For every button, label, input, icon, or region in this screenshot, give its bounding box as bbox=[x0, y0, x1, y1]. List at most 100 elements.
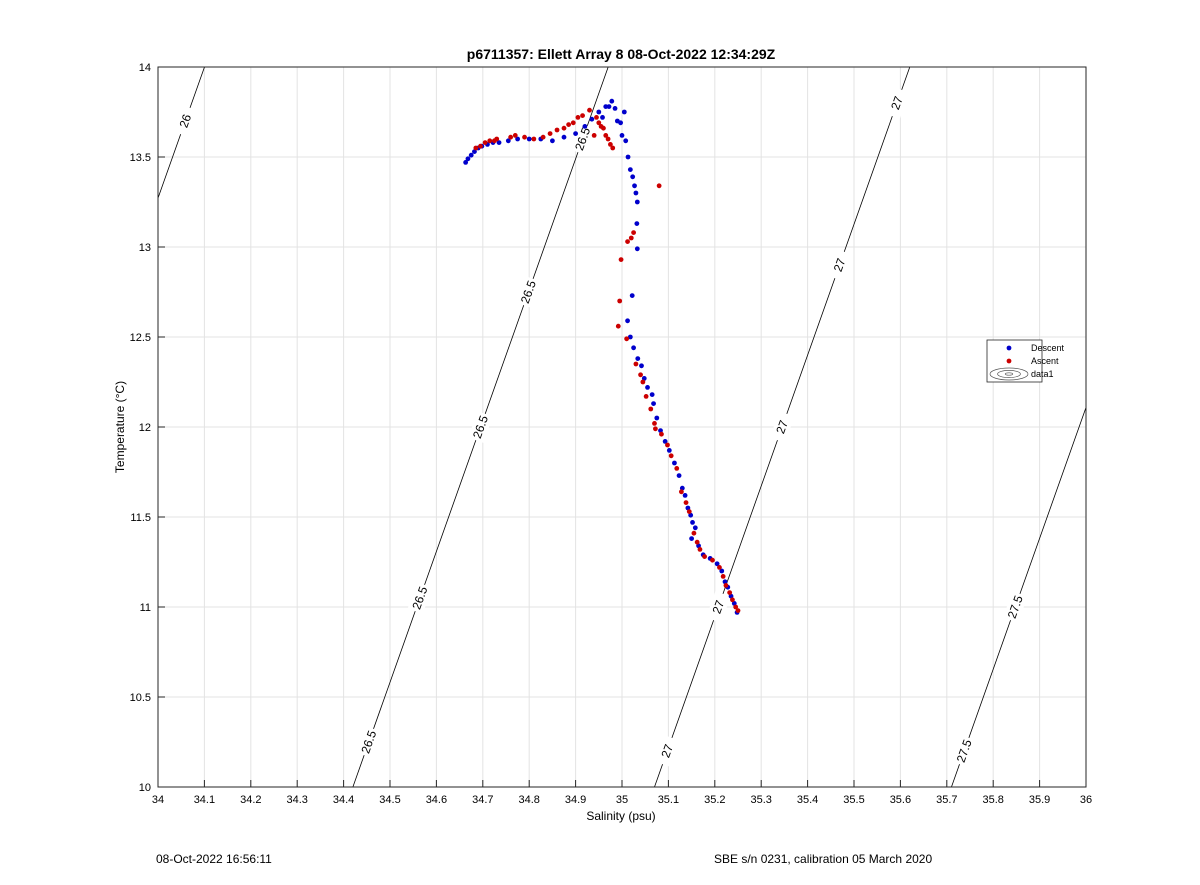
contour-label: 27 bbox=[709, 598, 727, 616]
ascent-point bbox=[478, 143, 483, 149]
ascent-point bbox=[631, 230, 636, 236]
ascent-point bbox=[628, 235, 634, 241]
ascent-point bbox=[694, 539, 700, 545]
ascent-point bbox=[508, 134, 514, 140]
legend-label-ascent: Ascent bbox=[1031, 356, 1059, 366]
ascent-point bbox=[566, 122, 572, 127]
ascent-point bbox=[624, 336, 630, 342]
descent-point bbox=[679, 485, 685, 491]
descent-point bbox=[676, 473, 682, 478]
ascent-point bbox=[640, 379, 646, 385]
ascent-point bbox=[610, 145, 616, 151]
ascent-point bbox=[625, 239, 630, 245]
contour-label-bg bbox=[468, 411, 493, 443]
descent-point bbox=[633, 190, 639, 196]
x-tick-label: 34 bbox=[152, 794, 164, 806]
ascent-point bbox=[531, 136, 537, 142]
y-tick-label: 14 bbox=[139, 62, 151, 74]
ascent-point bbox=[494, 136, 500, 142]
x-tick-label: 35.2 bbox=[704, 794, 725, 806]
descent-point bbox=[635, 356, 641, 361]
ascent-point bbox=[727, 590, 733, 595]
descent-point bbox=[630, 174, 636, 180]
y-tick-label: 11 bbox=[140, 602, 151, 614]
legend-marker-descent bbox=[1006, 345, 1012, 351]
legend-box bbox=[986, 339, 1043, 383]
descent-point bbox=[719, 568, 725, 574]
contour-label-bg bbox=[516, 276, 541, 308]
ascent-point bbox=[686, 509, 692, 514]
ascent-point bbox=[720, 574, 726, 579]
descent-point bbox=[639, 363, 644, 369]
descent-point bbox=[649, 392, 655, 397]
y-tick-label: 13 bbox=[139, 242, 151, 254]
ascent-point bbox=[594, 115, 599, 120]
contour-label: 27 bbox=[831, 256, 849, 274]
contour-label-bg bbox=[407, 582, 433, 614]
x-tick-label: 34.2 bbox=[240, 794, 261, 806]
descent-point bbox=[658, 428, 663, 433]
descent-point bbox=[609, 98, 615, 104]
descent-point bbox=[623, 138, 629, 144]
ascent-point bbox=[735, 608, 741, 613]
descent-point bbox=[618, 120, 624, 126]
descent-point bbox=[582, 124, 588, 129]
y-tick-label: 10.5 bbox=[130, 692, 151, 704]
y-tick-label: 10 bbox=[139, 782, 151, 794]
descent-point bbox=[627, 167, 633, 173]
legend-contour-icon bbox=[989, 367, 1029, 381]
y-axis-ticks: 10 10.5 11 11.5 12 12.5 13 13.5 14 bbox=[130, 62, 165, 794]
descent-point bbox=[619, 133, 625, 138]
descent-point bbox=[561, 134, 567, 140]
descent-point bbox=[515, 136, 520, 142]
legend-contour-icon bbox=[1004, 372, 1014, 376]
descent-point bbox=[672, 460, 677, 466]
ascent-point bbox=[547, 131, 553, 137]
contour-label: 27.5 bbox=[954, 737, 975, 764]
descent-point bbox=[472, 149, 477, 155]
ascent-point bbox=[591, 133, 597, 138]
descent-point bbox=[505, 138, 511, 144]
descent-point bbox=[651, 401, 656, 406]
x-axis-ticks: 34 34.1 34.2 34.3 34.4 34.5 34.6 34.7 34.8 34.9 35… bbox=[152, 780, 1092, 806]
x-tick-label: 34.6 bbox=[426, 794, 447, 806]
x-tick-label: 35.4 bbox=[797, 794, 818, 806]
ascent-point bbox=[512, 133, 518, 138]
ascent-point bbox=[596, 120, 602, 126]
ascent-point bbox=[605, 136, 611, 142]
ascent-point bbox=[668, 453, 674, 459]
grid bbox=[157, 66, 1087, 788]
x-tick-label: 34.1 bbox=[194, 794, 215, 806]
ascent-point bbox=[717, 565, 722, 570]
ascent-point bbox=[648, 406, 654, 412]
descent-point bbox=[632, 183, 637, 189]
y-tick-label: 12.5 bbox=[130, 332, 151, 344]
descent-point bbox=[526, 136, 532, 142]
ascent-point bbox=[633, 361, 639, 367]
descent-point bbox=[573, 131, 578, 137]
descent-point bbox=[589, 116, 595, 122]
contour-label-bg bbox=[827, 249, 852, 281]
contour-label-bg bbox=[173, 105, 198, 137]
ascent-point bbox=[643, 394, 649, 399]
legend-marker-ascent bbox=[1006, 358, 1012, 364]
ascent-point bbox=[575, 115, 581, 120]
ascent-point bbox=[730, 597, 735, 603]
ascent-point bbox=[618, 257, 624, 262]
ascent-point bbox=[570, 120, 576, 126]
x-tick-label: 34.3 bbox=[286, 794, 307, 806]
contour-label: 26 bbox=[177, 112, 195, 130]
y-tick-label: 13.5 bbox=[130, 152, 151, 164]
contour-label-bg bbox=[655, 735, 680, 767]
x-tick-label: 34.7 bbox=[472, 794, 493, 806]
descent-point bbox=[688, 512, 694, 518]
ascent-point bbox=[473, 145, 479, 151]
ascent-point bbox=[638, 372, 643, 378]
legend-label-descent: Descent bbox=[1031, 343, 1065, 353]
ascent-point bbox=[678, 489, 684, 495]
x-tick-label: 34.8 bbox=[518, 794, 539, 806]
ascent-point bbox=[554, 127, 560, 133]
ascent-point bbox=[608, 142, 613, 147]
contour-label: 26.5 bbox=[470, 413, 491, 440]
